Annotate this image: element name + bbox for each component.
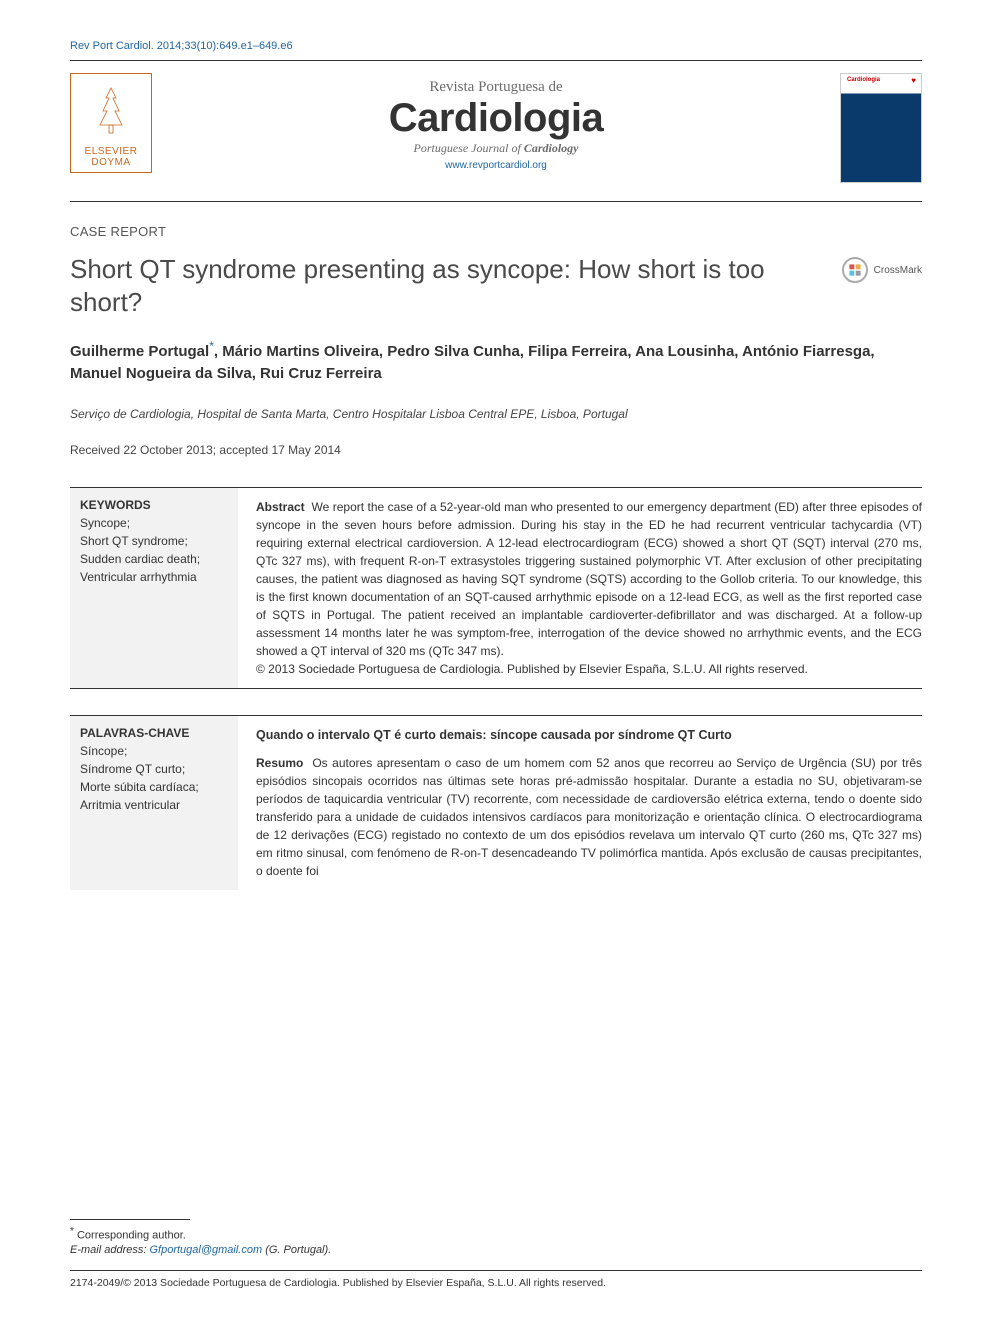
top-rule [70,60,922,61]
keywords-list-en: Syncope; Short QT syndrome; Sudden cardi… [80,514,224,586]
keyword-item: Síndrome QT curto; [80,760,224,778]
corresponding-email-line: E-mail address: Gfportugal@gmail.com (G.… [70,1244,922,1256]
keywords-heading-pt: PALAVRAS-CHAVE [80,726,224,740]
keywords-list-pt: Síncope; Síndrome QT curto; Morte súbita… [80,742,224,814]
bottom-copyright: 2174-2049/© 2013 Sociedade Portuguesa de… [70,1277,922,1289]
abstract-label: Abstract [256,500,305,514]
corresponding-author-note: * Corresponding author. [70,1226,922,1242]
keyword-item: Short QT syndrome; [80,532,224,550]
publisher-subbrand: DOYMA [85,157,138,168]
journal-cover-thumbnail: Cardiologia ♥ [840,73,922,183]
article-title: Short QT syndrome presenting as syncope:… [70,253,822,318]
abstract-text-pt: Quando o intervalo QT é curto demais: sí… [238,715,922,891]
resumo-title: Quando o intervalo QT é curto demais: sí… [256,726,922,745]
journal-overline: Revista Portuguesa de [172,79,820,96]
crossmark-widget[interactable]: CrossMark [842,253,922,283]
keyword-item: Morte súbita cardíaca; [80,778,224,796]
elsevier-tree-icon [86,74,136,146]
bottom-rule [70,1270,922,1271]
section-label: CASE REPORT [70,224,922,239]
keyword-item: Ventricular arrhythmia [80,568,224,586]
journal-url[interactable]: www.revportcardiol.org [172,160,820,171]
publisher-logo: ELSEVIER DOYMA [70,73,152,173]
keyword-item: Sudden cardiac death; [80,550,224,568]
page-footer: * Corresponding author. E-mail address: … [70,1219,922,1289]
keyword-item: Syncope; [80,514,224,532]
article-dates: Received 22 October 2013; accepted 17 Ma… [70,443,922,457]
cover-title-text: Cardiologia [847,77,880,83]
abstract-block-en: KEYWORDS Syncope; Short QT syndrome; Sud… [70,487,922,689]
footnote-rule [70,1219,190,1220]
keyword-item: Síncope; [80,742,224,760]
journal-name: Cardiologia [172,96,820,141]
resumo-body: Os autores apresentam o caso de um homem… [256,756,922,878]
heart-icon: ♥ [911,76,916,85]
journal-title-block: Revista Portuguesa de Cardiologia Portug… [172,73,820,171]
mid-rule [70,201,922,202]
abstract-copyright: © 2013 Sociedade Portuguesa de Cardiolog… [256,662,808,676]
abstract-text-en: Abstract We report the case of a 52-year… [238,487,922,689]
keyword-item: Arritmia ventricular [80,796,224,814]
corresponding-email[interactable]: Gfportugal@gmail.com [149,1244,262,1256]
author-list: Guilherme Portugal*, Mário Martins Olive… [70,338,922,385]
crossmark-label: CrossMark [874,265,922,276]
keywords-heading-en: KEYWORDS [80,498,224,512]
affiliation: Serviço de Cardiologia, Hospital de Sant… [70,407,922,421]
masthead: ELSEVIER DOYMA Revista Portuguesa de Car… [70,73,922,183]
abstract-body: We report the case of a 52-year-old man … [256,500,922,658]
citation-line: Rev Port Cardiol. 2014;33(10):649.e1–649… [70,40,922,52]
abstract-block-pt: PALAVRAS-CHAVE Síncope; Síndrome QT curt… [70,715,922,891]
journal-subline: Portuguese Journal of Cardiology [172,141,820,156]
corresponding-name: (G. Portugal). [265,1244,331,1256]
email-label: E-mail address: [70,1244,146,1256]
publisher-name: ELSEVIER [85,146,138,157]
resumo-label: Resumo [256,756,303,770]
crossmark-icon [842,257,868,283]
